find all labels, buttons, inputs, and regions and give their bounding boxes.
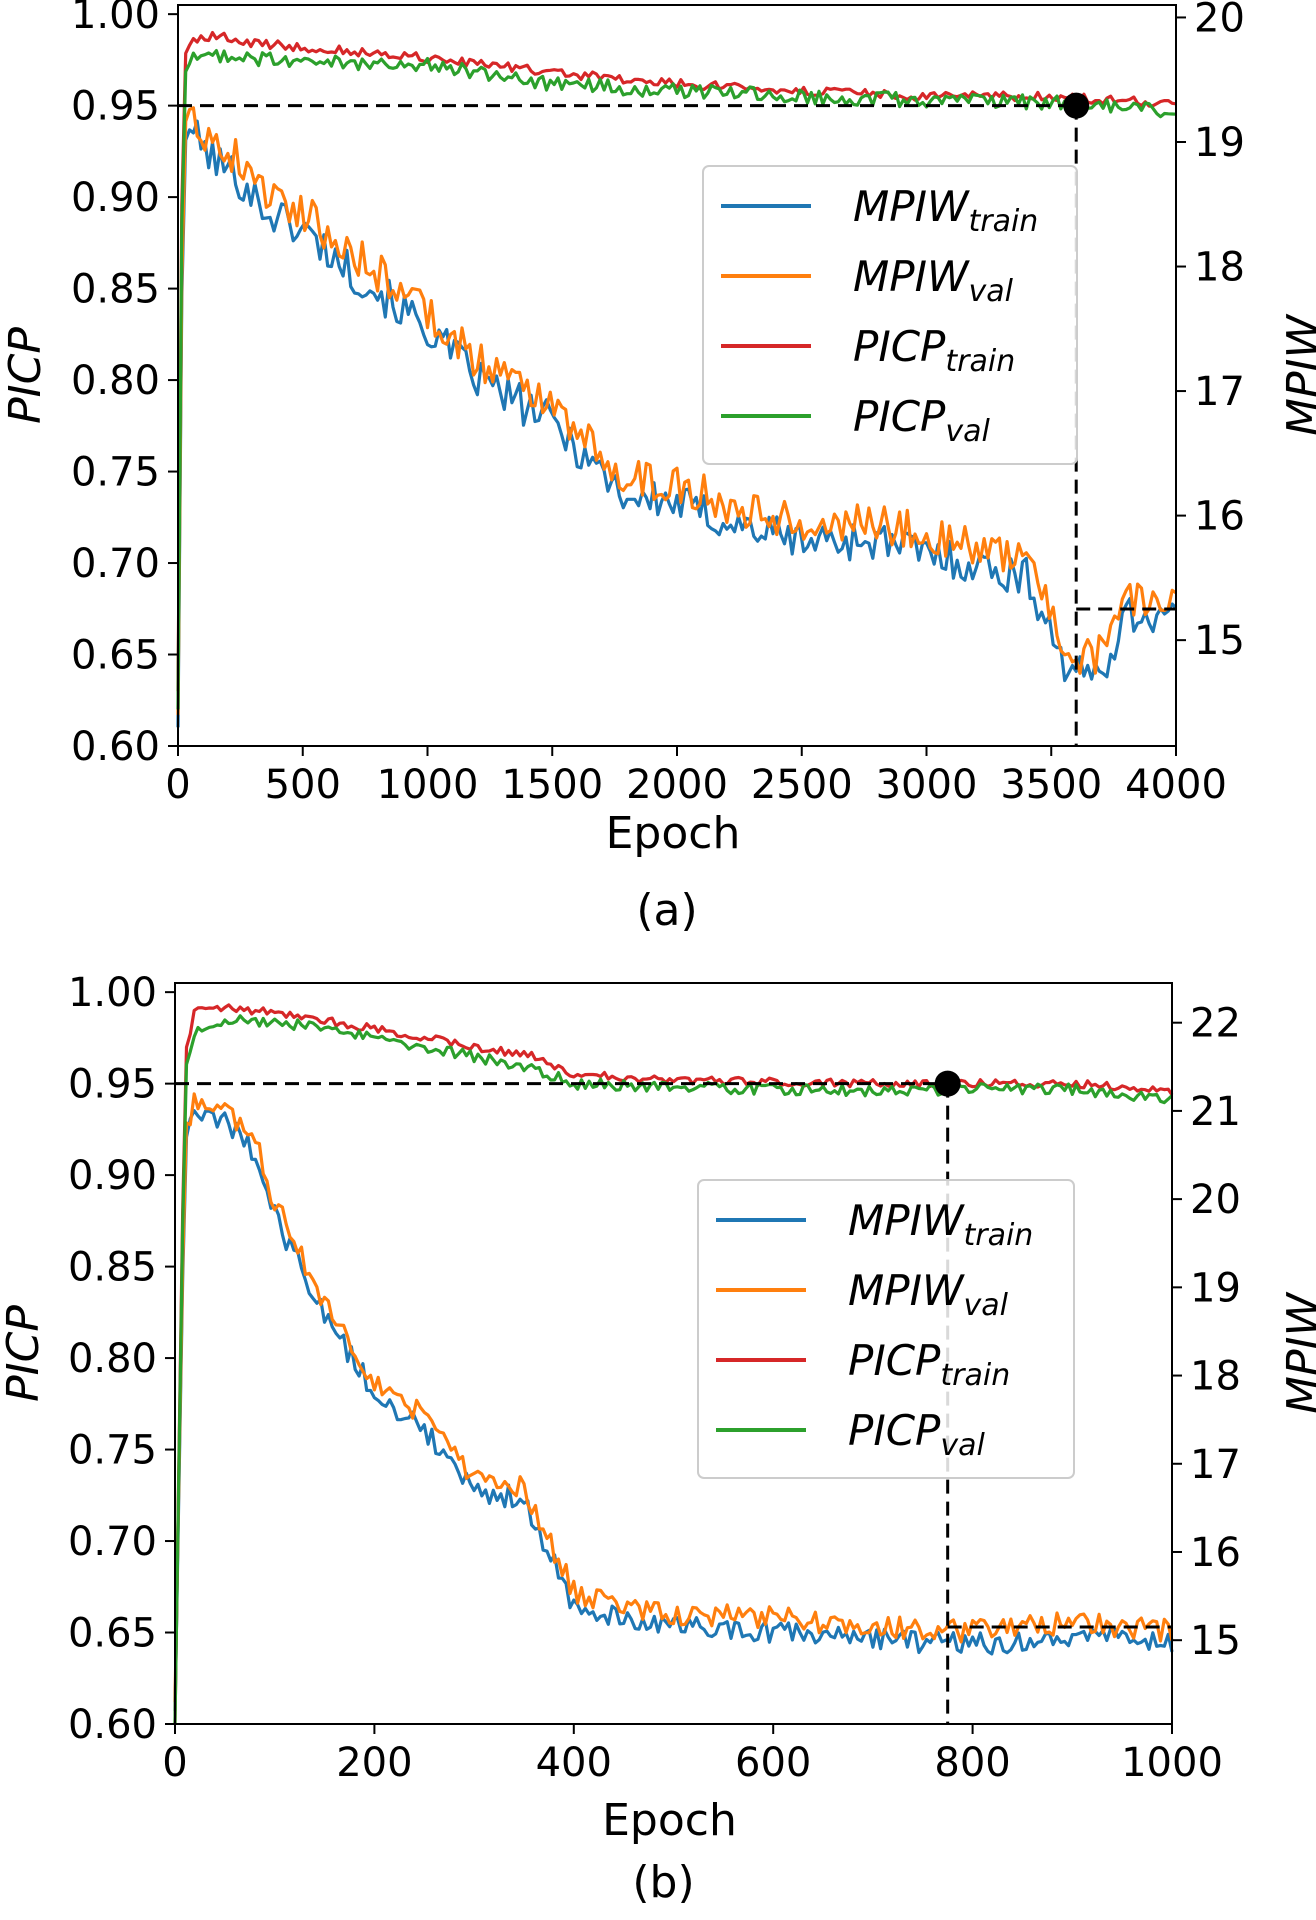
x-tick-label: 0	[162, 1740, 187, 1786]
y-right-tick-label: 22	[1190, 1001, 1241, 1047]
y-right-tick-label: 18	[1194, 245, 1245, 291]
panel-caption: (a)	[636, 885, 697, 936]
y-left-tick-label: 0.70	[71, 541, 160, 587]
series-line-picp-val	[173, 1014, 1174, 1724]
x-tick-label: 2500	[751, 762, 853, 808]
selected-epoch-marker	[934, 1070, 961, 1097]
x-tick-label: 500	[265, 762, 341, 808]
legend-entry-label: MPIWtrain	[853, 182, 1038, 239]
legend-entry-base: PICP	[853, 392, 946, 441]
x-tick-label: 400	[536, 1740, 612, 1786]
x-tick-label: 4000	[1125, 762, 1227, 808]
series-line-picp-val	[176, 48, 1177, 710]
x-tick-label: 800	[934, 1740, 1010, 1786]
legend-entry-subscript: train	[968, 204, 1038, 239]
x-axis-label: Epoch	[606, 808, 741, 859]
legend-entry-subscript: val	[968, 274, 1013, 309]
series-line-mpiw-train	[176, 119, 1178, 728]
legend-entry-label: PICPval	[848, 1406, 986, 1463]
series-line-picp-train	[173, 1003, 1174, 1724]
y-left-tick-label: 0.70	[68, 1519, 157, 1565]
x-tick-label: 1500	[501, 762, 603, 808]
panel-caption: (b)	[632, 1857, 694, 1908]
x-axis-label: Epoch	[602, 1795, 737, 1846]
legend-entry-base: MPIW	[853, 182, 970, 231]
legend-entry-subscript: val	[940, 1428, 985, 1463]
legend-entry-base: MPIW	[853, 252, 970, 301]
legend-box	[697, 1179, 1075, 1479]
legend-entry-subscript: train	[963, 1218, 1033, 1253]
y-right-tick-label: 19	[1190, 1265, 1241, 1311]
y-left-tick-label: 0.90	[68, 1153, 157, 1199]
x-tick-label: 1000	[377, 762, 479, 808]
y-left-tick-label: 0.85	[68, 1245, 157, 1291]
legend-entry-label: MPIWval	[853, 252, 1014, 309]
legend-box	[702, 165, 1078, 465]
series-line-mpiw-val	[173, 1092, 1174, 1702]
y-left-tick-label: 0.65	[68, 1611, 157, 1657]
x-tick-label: 200	[336, 1740, 412, 1786]
y-left-tick-label: 1.00	[68, 970, 157, 1016]
legend-entry-subscript: val	[963, 1288, 1008, 1323]
y-right-tick-label: 20	[1190, 1177, 1241, 1223]
y-right-tick-label: 16	[1190, 1530, 1241, 1576]
y-left-tick-label: 0.95	[71, 84, 160, 130]
legend-entry-base: PICP	[848, 1336, 941, 1385]
y-right-tick-label: 18	[1190, 1354, 1241, 1400]
y-left-tick-label: 0.60	[71, 724, 160, 770]
legend-entry-base: PICP	[853, 322, 946, 371]
y-right-tick-label: 20	[1194, 0, 1245, 41]
y-left-tick-label: 0.75	[68, 1428, 157, 1474]
legend-entry-label: MPIWval	[848, 1266, 1009, 1323]
legend-entry-subscript: train	[940, 1358, 1010, 1393]
chart-panel-a: 0 500 1000 1500 2000 2500 3000 3500 4000 0.60 0.65…	[0, 0, 1316, 936]
x-tick-label: 3500	[1000, 762, 1102, 808]
y-right-tick-label: 15	[1190, 1618, 1241, 1664]
y-right-tick-label: 15	[1194, 618, 1245, 664]
legend-entry-subscript: val	[945, 414, 990, 449]
y-axis-label-left: PICP	[0, 327, 51, 424]
y-axis-label-right: MPIW	[1278, 1292, 1316, 1414]
y-right-tick-label: 21	[1190, 1089, 1241, 1135]
y-right-tick-label: 17	[1194, 369, 1245, 415]
series-line-mpiw-val	[176, 106, 1177, 715]
plot-frame	[174, 982, 1173, 1725]
selected-epoch-marker	[1063, 92, 1090, 119]
y-left-tick-label: 1.00	[71, 0, 160, 38]
x-tick-label: 600	[735, 1740, 811, 1786]
x-tick-label: 1000	[1121, 1740, 1223, 1786]
legend-entry-base: MPIW	[848, 1196, 965, 1245]
y-axis-label-left: PICP	[0, 1305, 49, 1402]
legend-entry-subscript: train	[945, 344, 1015, 379]
y-left-tick-label: 0.90	[71, 175, 160, 221]
y-left-tick-label: 0.60	[68, 1702, 157, 1748]
y-right-tick-label: 16	[1194, 494, 1245, 540]
y-left-tick-label: 0.80	[68, 1336, 157, 1382]
legend-entry-label: PICPtrain	[853, 322, 1015, 379]
legend-entry-base: PICP	[848, 1406, 941, 1455]
x-tick-label: 2000	[626, 762, 728, 808]
x-tick-label: 3000	[876, 762, 978, 808]
legend-entry-base: MPIW	[848, 1266, 965, 1315]
y-left-tick-label: 0.85	[71, 267, 160, 313]
legend-entry-label: PICPval	[853, 392, 991, 449]
y-left-tick-label: 0.65	[71, 633, 160, 679]
y-right-tick-label: 19	[1194, 120, 1245, 166]
x-tick-label: 0	[165, 762, 190, 808]
y-axis-label-right: MPIW	[1278, 314, 1316, 436]
y-left-tick-label: 0.80	[71, 358, 160, 404]
y-left-tick-label: 0.95	[68, 1062, 157, 1108]
y-right-tick-label: 17	[1190, 1442, 1241, 1488]
legend-entry-label: PICPtrain	[848, 1336, 1010, 1393]
legend-entry-label: MPIWtrain	[848, 1196, 1033, 1253]
chart-panel-b: 0 200 400 600 800 1000 0.60 0.65 0.70 0.75 0.80 0.8…	[0, 970, 1316, 1908]
y-left-tick-label: 0.75	[71, 450, 160, 496]
